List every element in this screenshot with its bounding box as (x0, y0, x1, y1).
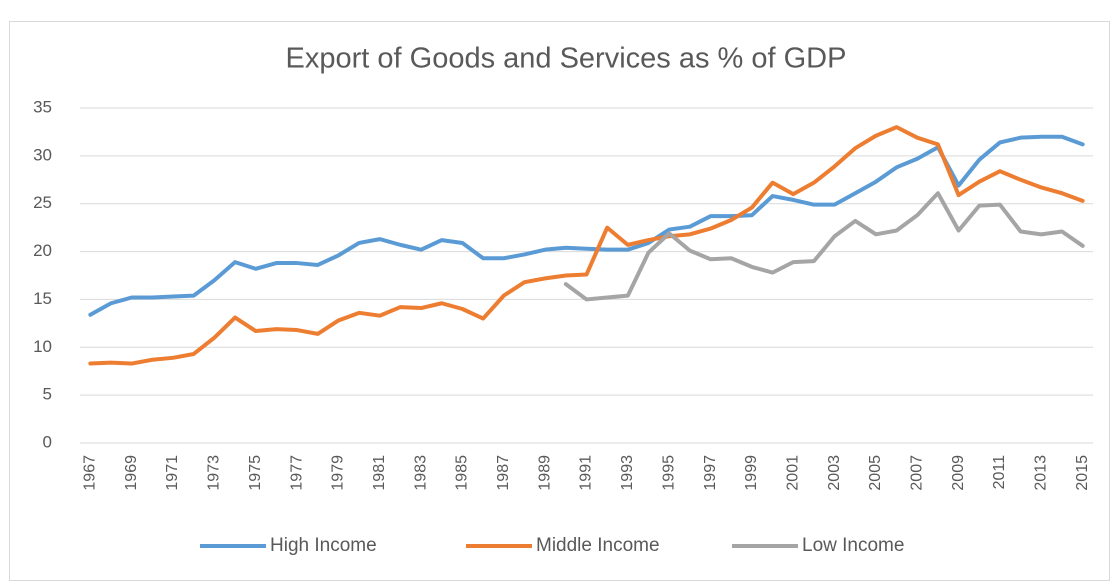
legend-label: High Income (270, 535, 377, 556)
x-tick-label: 2007 (908, 455, 925, 491)
y-tick-label: 25 (33, 193, 52, 212)
x-tick-label: 1979 (330, 455, 347, 491)
y-tick-label: 20 (33, 241, 52, 260)
x-tick-label: 2013 (1033, 455, 1050, 491)
x-tick-label: 1981 (371, 455, 388, 491)
x-tick-label: 2005 (867, 455, 884, 491)
x-tick-label: 2015 (1074, 455, 1091, 491)
y-tick-label: 35 (33, 97, 52, 116)
x-tick-label: 1993 (619, 455, 636, 491)
legend-label: Low Income (802, 535, 904, 556)
x-tick-label: 1973 (206, 455, 223, 491)
x-tick-label: 2003 (826, 455, 843, 491)
series-line (563, 191, 1085, 302)
x-tick-label: 1987 (495, 455, 512, 491)
x-tick-label: 1969 (123, 455, 140, 491)
x-tick-label: 1971 (164, 455, 181, 491)
y-tick-label: 15 (33, 289, 52, 308)
x-tick-label: 1991 (578, 455, 595, 491)
x-tick-label: 1977 (288, 455, 305, 491)
y-tick-label: 30 (33, 145, 52, 164)
chart-frame (9, 21, 1110, 581)
x-tick-label: 2001 (784, 455, 801, 491)
legend-label: Middle Income (536, 535, 660, 556)
chart-title: Export of Goods and Services as % of GDP (286, 43, 847, 75)
series-line (88, 134, 1085, 317)
x-tick-label: 1985 (454, 455, 471, 491)
x-tick-label: 1995 (660, 455, 677, 491)
y-tick-label: 5 (43, 385, 52, 404)
x-tick-label: 2009 (950, 455, 967, 491)
y-tick-label: 10 (33, 337, 52, 356)
x-tick-label: 1967 (82, 455, 99, 491)
x-tick-label: 1989 (536, 455, 553, 491)
x-tick-label: 1975 (247, 455, 264, 491)
x-tick-label: 1999 (743, 455, 760, 491)
x-tick-label: 2011 (991, 455, 1008, 490)
series-line (88, 125, 1085, 366)
x-tick-label: 1983 (412, 455, 429, 491)
x-tick-label: 1997 (702, 455, 719, 491)
y-tick-label: 0 (43, 432, 52, 451)
